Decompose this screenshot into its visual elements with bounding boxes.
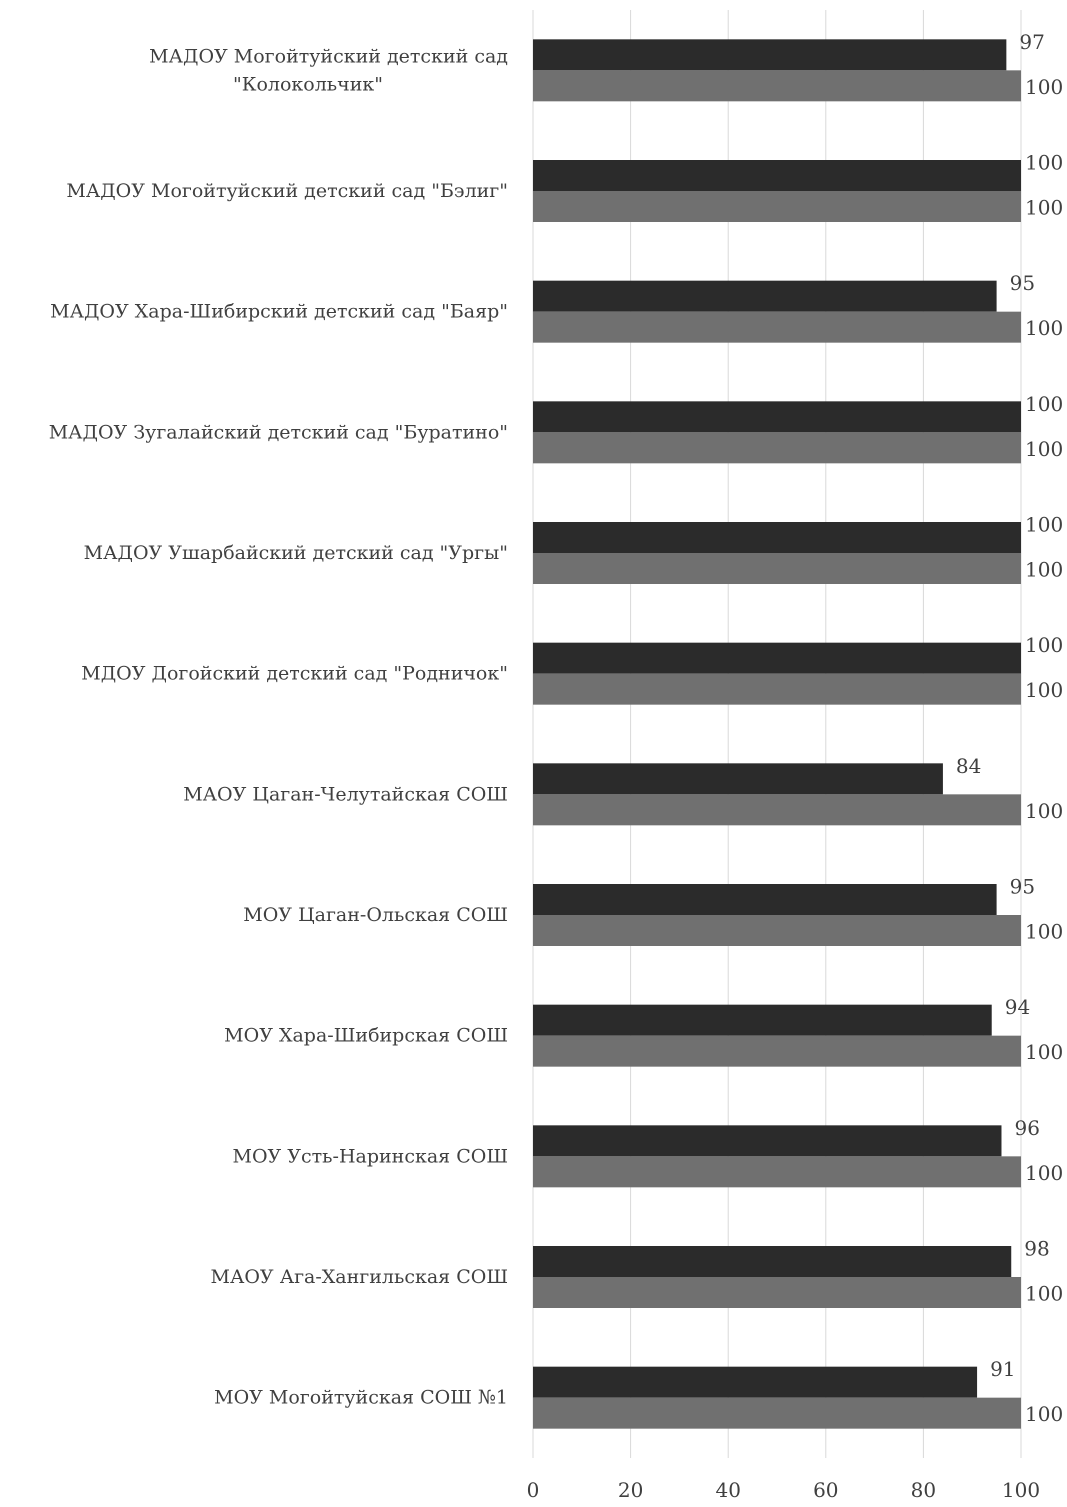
data-label: 95	[1010, 875, 1035, 899]
bar	[533, 1277, 1021, 1308]
bar	[533, 1397, 1021, 1429]
data-label: 97	[1019, 30, 1044, 54]
category-label: МОУ Цаган-Ольская СОШ	[243, 904, 508, 926]
data-label: 100	[1025, 1282, 1063, 1306]
data-label: 100	[1025, 437, 1063, 461]
data-label: 100	[1025, 633, 1063, 657]
bar	[533, 673, 1021, 705]
bar	[533, 522, 1021, 553]
category-label: МАДОУ Могойтуйский детский сад "Бэлиг"	[66, 180, 508, 202]
bar	[533, 915, 1021, 946]
data-label: 94	[1005, 995, 1030, 1019]
category-label: МАДОУ Зугалайский детский сад "Буратино"	[49, 421, 508, 443]
category-label: МОУ Усть-Наринская СОШ	[233, 1145, 509, 1167]
category-label: МДОУ Догойский детский сад "Родничок"	[81, 663, 508, 685]
data-label: 100	[1025, 316, 1063, 340]
x-tick-label: 0	[527, 1478, 540, 1502]
bar	[533, 160, 1021, 191]
x-tick-label: 40	[715, 1478, 740, 1502]
data-label: 100	[1025, 75, 1063, 99]
bar	[533, 432, 1021, 464]
data-label: 100	[1025, 920, 1063, 944]
category-label: МОУ Могойтуйская СОШ №1	[214, 1387, 508, 1409]
bar	[533, 1366, 978, 1398]
x-tick-label: 80	[911, 1478, 936, 1502]
bar	[533, 884, 997, 915]
bar	[533, 191, 1021, 222]
data-label: 84	[956, 754, 981, 778]
bar	[533, 1004, 992, 1036]
bar	[533, 1125, 1002, 1157]
bar	[533, 553, 1021, 584]
bar	[533, 1156, 1021, 1188]
data-label: 100	[1025, 799, 1063, 823]
bar	[533, 39, 1007, 71]
data-label: 95	[1010, 271, 1035, 295]
category-label: МАОУ Цаган-Челутайская СОШ	[183, 783, 508, 805]
x-tick-label: 60	[813, 1478, 838, 1502]
bar	[533, 311, 1021, 343]
category-label: МОУ Хара-Шибирская СОШ	[224, 1025, 508, 1047]
data-label: 100	[1025, 513, 1063, 537]
bar	[533, 280, 997, 312]
bar	[533, 401, 1021, 433]
data-label: 100	[1025, 558, 1063, 582]
data-label: 100	[1025, 392, 1063, 416]
category-label: "Колокольчик"	[233, 73, 383, 95]
category-label: МАДОУ Хара-Шибирский детский сад "Баяр"	[50, 301, 508, 323]
gridlines	[532, 10, 1022, 1458]
data-label: 100	[1025, 1161, 1063, 1185]
data-label: 91	[990, 1357, 1015, 1381]
category-label: МАДОУ Ушарбайский детский сад "Ургы"	[84, 542, 508, 564]
data-label: 100	[1025, 196, 1063, 220]
data-label: 100	[1025, 678, 1063, 702]
category-label: МАОУ Ага-Хангильская СОШ	[211, 1266, 509, 1288]
x-axis-ticks: 0 20 40 60 80 100	[527, 1478, 1040, 1502]
bars	[533, 39, 1021, 1429]
bar	[533, 763, 943, 795]
data-labels: 97 100 100 100 95 100 100 100 100 100 100 100 84 100 9…	[956, 30, 1063, 1426]
data-label: 100	[1025, 1040, 1063, 1064]
data-label: 96	[1014, 1116, 1039, 1140]
bar	[533, 642, 1021, 674]
bar	[533, 70, 1021, 102]
x-tick-label: 20	[618, 1478, 643, 1502]
bar	[533, 1035, 1021, 1067]
data-label: 100	[1025, 151, 1063, 175]
x-tick-label: 100	[1002, 1478, 1040, 1502]
data-label: 98	[1024, 1237, 1049, 1261]
category-labels: МАДОУ Могойтуйский детский сад "Колокольч…	[49, 45, 508, 1408]
category-label: МАДОУ Могойтуйский детский сад	[149, 45, 508, 67]
data-label: 100	[1025, 1402, 1063, 1426]
bar	[533, 1246, 1012, 1277]
bar	[533, 794, 1021, 826]
